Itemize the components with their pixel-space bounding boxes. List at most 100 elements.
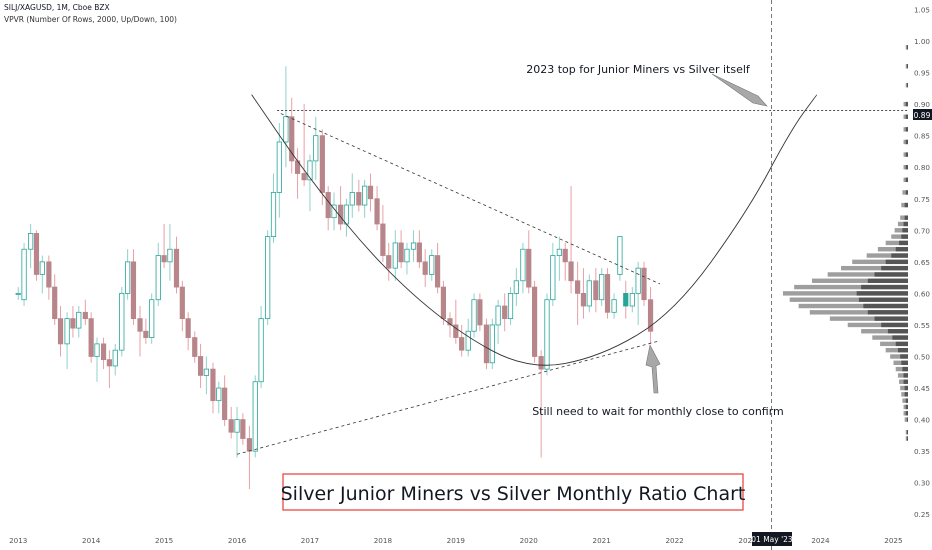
volume-bar	[891, 234, 908, 239]
volume-bar	[903, 411, 908, 416]
volume-bar	[903, 139, 908, 145]
y-tick-label: 0.45	[914, 384, 930, 393]
y-tick-label: 0.55	[914, 321, 930, 330]
candle	[550, 255, 556, 301]
volume-bar	[890, 354, 908, 359]
volume-bar-down	[905, 152, 908, 157]
candle	[544, 299, 550, 370]
y-tick-label: 0.30	[914, 479, 930, 488]
volume-bar-down	[906, 430, 908, 435]
date-marker-label: 01 May '23	[751, 535, 793, 544]
volume-bar-down	[881, 265, 908, 271]
y-tick-label: 1.00	[914, 37, 930, 46]
volume-bar-down	[905, 398, 908, 403]
volume-bar-down	[904, 215, 908, 220]
chart-title: Silver Junior Miners vs Silver Monthly R…	[281, 483, 746, 505]
candle	[130, 261, 137, 320]
candle	[531, 286, 538, 357]
y-tick-label: 0.90	[914, 100, 930, 109]
candle	[434, 255, 441, 288]
volume-bar-down	[867, 310, 908, 315]
y-tick-label: 0.60	[914, 289, 930, 298]
volume-bar	[827, 272, 908, 277]
x-tick-label: 2024	[811, 536, 830, 545]
volume-bar	[794, 284, 908, 290]
candle	[386, 255, 392, 269]
volume-bar-down	[905, 190, 908, 195]
candle	[270, 192, 277, 238]
candle	[599, 274, 605, 301]
volume-bar-down	[905, 411, 908, 416]
volume-bar-down	[899, 240, 908, 246]
candle	[629, 292, 635, 307]
volume-bar-down	[902, 366, 908, 372]
volume-bar-down	[905, 165, 908, 170]
candle	[520, 248, 526, 282]
candle	[447, 318, 453, 326]
volume-bar	[852, 259, 908, 265]
volume-bar-down	[906, 436, 908, 441]
candle	[483, 324, 490, 364]
candle	[57, 318, 64, 345]
candle	[119, 292, 125, 351]
volume-bar-down	[901, 234, 908, 239]
candle	[33, 233, 40, 275]
candle	[416, 242, 422, 263]
candle	[88, 318, 94, 357]
y-tick-label: 0.95	[914, 69, 930, 78]
candle	[246, 438, 253, 452]
volume-bar	[903, 101, 908, 107]
candle	[76, 311, 82, 329]
volume-bar	[789, 297, 908, 302]
volume-bar-down	[895, 341, 908, 347]
candle	[477, 299, 483, 326]
volume-bar-down	[905, 101, 908, 107]
candle	[173, 248, 180, 288]
candle	[46, 261, 52, 288]
candle	[52, 286, 58, 320]
arrow-to-top	[711, 73, 768, 107]
candle	[39, 261, 45, 275]
candle	[161, 255, 167, 263]
y-tick-label: 0.85	[914, 132, 930, 141]
candle	[380, 223, 386, 256]
volume-bar-down	[885, 259, 908, 265]
candle	[265, 236, 271, 320]
candle	[398, 242, 404, 263]
candle	[137, 318, 143, 332]
candle	[143, 330, 149, 338]
candle	[459, 337, 465, 351]
volume-bar-down	[905, 177, 908, 183]
candle	[404, 248, 410, 263]
candle	[252, 381, 258, 452]
candle	[362, 185, 368, 206]
candle	[234, 419, 240, 433]
candle	[82, 311, 88, 320]
volume-bar	[900, 215, 908, 220]
candle	[28, 233, 34, 250]
candle	[641, 267, 647, 301]
candle	[325, 192, 331, 219]
volume-bar-down	[881, 322, 908, 328]
x-tick-label: 2015	[155, 536, 173, 545]
indicator-header[interactable]: VPVR (Number Of Rows, 2000, Up/Down, 100…	[4, 15, 177, 24]
volume-bar	[903, 404, 908, 410]
volume-bar-down	[901, 360, 908, 365]
x-tick-label: 2016	[228, 536, 247, 545]
candle	[203, 368, 209, 376]
volume-bar-down	[867, 278, 908, 283]
candle	[575, 280, 581, 294]
volume-bar-down	[861, 284, 908, 290]
volume-bar-down	[897, 347, 908, 353]
x-axis: 2013 2014 2015 2016 2017 2018 2019 2020 2021 2022…	[9, 536, 902, 545]
volume-bar	[885, 240, 908, 246]
symbol-header[interactable]: SILJ/XAGUSD, 1M, Cboe BZX	[4, 3, 110, 12]
candle	[313, 135, 319, 162]
arrow-to-close	[645, 344, 661, 394]
candle	[568, 261, 574, 282]
candle	[526, 248, 532, 288]
y-tick-label: 0.75	[914, 195, 930, 204]
volume-bar	[903, 165, 908, 170]
